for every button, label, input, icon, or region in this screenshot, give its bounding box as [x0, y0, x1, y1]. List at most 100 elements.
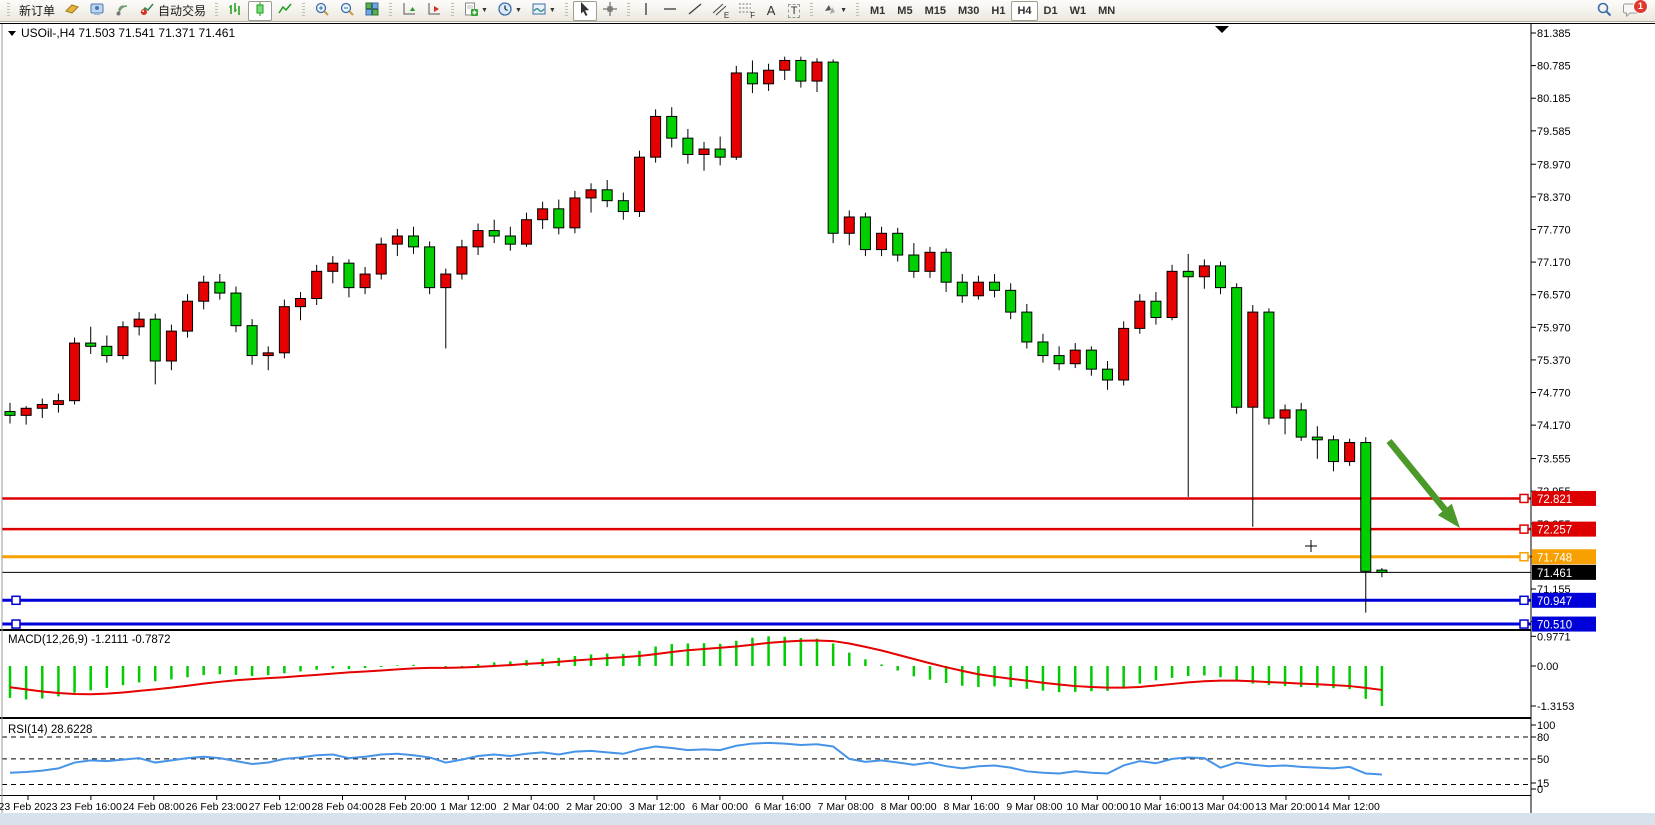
trendline-tool-button[interactable]: [683, 1, 707, 21]
candle: [859, 216, 871, 251]
candle: [1327, 439, 1339, 463]
rsi-panel-separator: [0, 717, 1655, 719]
text-tool-button[interactable]: A: [760, 1, 782, 21]
price-tick-label: 81.385: [1537, 28, 1571, 40]
toolbar-grip[interactable]: [856, 3, 860, 18]
line-handle[interactable]: [1519, 619, 1529, 629]
zoom-out-button[interactable]: [335, 1, 359, 21]
bar-chart-mode-button[interactable]: [223, 1, 247, 21]
fibonacci-tool-button[interactable]: F: [734, 1, 759, 21]
period-button[interactable]: ▼: [493, 1, 526, 21]
zoom-in-button[interactable]: [310, 1, 334, 21]
terminal-button[interactable]: [85, 1, 109, 21]
line-handle[interactable]: [1519, 524, 1529, 534]
auto-scroll-button[interactable]: [397, 1, 421, 21]
time-axis-label: 26 Feb 23:00: [186, 801, 248, 813]
text-label-tool-button[interactable]: T: [783, 1, 805, 21]
search-icon: [1596, 1, 1613, 21]
search-button[interactable]: [1592, 1, 1617, 21]
signal-icon: [114, 1, 130, 20]
crosshair-tool-button[interactable]: [598, 1, 622, 21]
price-tick-label: 77.770: [1537, 224, 1571, 236]
timeframe-button-H1[interactable]: H1: [991, 4, 1006, 17]
candle: [1150, 300, 1162, 319]
autotrading-icon: [139, 1, 155, 20]
candle: [327, 262, 339, 272]
candle: [165, 330, 177, 362]
notifications-button[interactable]: 1: [1618, 0, 1648, 21]
down-arrow-annotation[interactable]: [1386, 438, 1448, 512]
text-tool-icon: A: [766, 3, 776, 18]
candle: [698, 148, 710, 155]
line-handle[interactable]: [11, 619, 21, 629]
timeframe-button-M30[interactable]: M30: [957, 4, 980, 17]
toolbar-grip[interactable]: [389, 3, 393, 18]
timeframe-button-M1[interactable]: M1: [870, 4, 886, 17]
chart-shift-button[interactable]: [422, 1, 446, 21]
toolbar-grip[interactable]: [7, 3, 10, 18]
vertical-line-tool-button[interactable]: [635, 1, 657, 21]
hline-price-label: 70.510: [1537, 620, 1572, 632]
toolbar-grip[interactable]: [626, 3, 630, 18]
time-axis-label: 10 Mar 00:00: [1066, 801, 1128, 813]
price-tick-label: 79.585: [1537, 126, 1571, 138]
price-axis-area[interactable]: [1531, 22, 1655, 813]
candle: [359, 273, 371, 289]
signals-button[interactable]: [110, 1, 134, 21]
candle: [1360, 442, 1372, 572]
candlestick-icon: [252, 1, 268, 20]
chart-background[interactable]: [0, 22, 1655, 813]
equidistant-channel-tool-button[interactable]: E: [708, 1, 733, 21]
market-depth-button[interactable]: [60, 1, 84, 21]
toolbar-grip[interactable]: [564, 3, 568, 18]
line-handle[interactable]: [1519, 493, 1529, 504]
timeframe-button-MN[interactable]: MN: [1098, 4, 1116, 17]
price-tick-label: 80.185: [1537, 93, 1571, 105]
toolbar-grip[interactable]: [810, 3, 814, 18]
chart-shift-marker[interactable]: [1215, 26, 1229, 33]
cursor-tool-button[interactable]: [572, 0, 597, 21]
horizontal-line-tool-button[interactable]: [658, 1, 682, 21]
line-chart-mode-button[interactable]: [273, 1, 297, 21]
time-axis-label: 2 Mar 20:00: [566, 801, 622, 813]
add-indicator-button[interactable]: ▼: [459, 1, 492, 21]
timeframe-button-W1[interactable]: W1: [1069, 4, 1087, 17]
timeframe-button-D1[interactable]: D1: [1043, 4, 1058, 17]
candle: [117, 326, 129, 357]
candle: [52, 400, 64, 405]
hline-price-label-box: [1532, 592, 1596, 608]
timeframe-button-H4[interactable]: H4: [1011, 0, 1038, 21]
hline-price-label: 70.947: [1537, 596, 1572, 608]
tile-windows-button[interactable]: [360, 1, 384, 21]
candle: [4, 411, 16, 416]
autotrading-button[interactable]: 自动交易: [135, 1, 210, 21]
candle: [101, 345, 113, 357]
time-axis-label: 13 Mar 04:00: [1192, 801, 1254, 813]
gold-block-icon: [64, 1, 80, 20]
timeframe-button-M5[interactable]: M5: [897, 4, 913, 17]
toolbar-grip[interactable]: [302, 3, 306, 18]
hline-price-label: 72.257: [1537, 525, 1572, 537]
line-handle[interactable]: [1519, 595, 1529, 606]
toolbar-grip[interactable]: [215, 3, 219, 18]
candle: [36, 403, 48, 409]
timeframe-button-M15[interactable]: M15: [924, 4, 946, 17]
candlestick-mode-button[interactable]: [248, 0, 273, 21]
line-handle[interactable]: [1519, 552, 1529, 562]
line-handle[interactable]: [11, 595, 21, 606]
arrows-tool-button[interactable]: ▼: [818, 1, 851, 21]
new-order-button[interactable]: 新订单: [15, 1, 59, 21]
candle: [408, 235, 419, 248]
chart-canvas[interactable]: 81.385 80.785 80.185 79.585 78.970 78.370 77.7…: [0, 22, 1655, 825]
crosshair-icon: [602, 1, 618, 20]
price-tick-label: 74.170: [1537, 420, 1571, 432]
candle: [650, 115, 662, 158]
template-button[interactable]: ▼: [527, 1, 560, 21]
time-axis-label: 7 Mar 08:00: [818, 801, 874, 813]
symbol-dropdown-icon[interactable]: [8, 31, 16, 36]
hline-price-label-box: [1532, 521, 1596, 537]
rsi-axis-label: 50: [1537, 754, 1549, 766]
toolbar-grip[interactable]: [451, 3, 455, 18]
hline-price-label: 72.821: [1537, 494, 1572, 506]
candle: [908, 254, 920, 272]
